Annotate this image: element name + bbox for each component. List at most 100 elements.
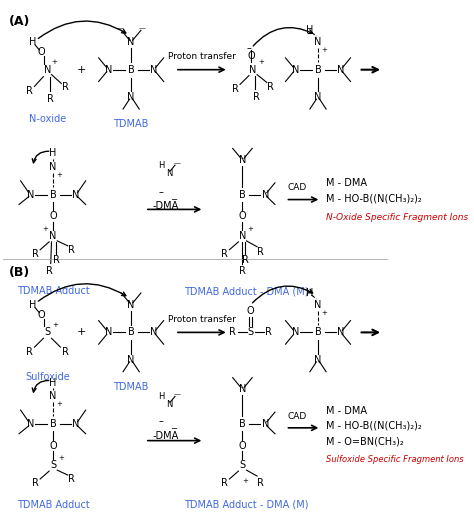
Text: N: N bbox=[105, 327, 112, 338]
Text: R: R bbox=[229, 327, 236, 338]
Text: —: — bbox=[139, 25, 146, 31]
Text: +: + bbox=[243, 478, 249, 484]
Text: Sulfoxide Specific Fragment Ions: Sulfoxide Specific Fragment Ions bbox=[326, 455, 464, 464]
Text: O: O bbox=[238, 211, 246, 221]
Text: TDMAB Adduct - DMA (M): TDMAB Adduct - DMA (M) bbox=[184, 500, 309, 509]
Text: Proton transfer: Proton transfer bbox=[168, 315, 236, 324]
Text: N: N bbox=[314, 300, 322, 310]
Text: N: N bbox=[249, 65, 257, 75]
Text: R: R bbox=[253, 92, 260, 102]
Text: R: R bbox=[53, 254, 60, 265]
Text: N: N bbox=[337, 65, 345, 75]
Text: +: + bbox=[57, 401, 63, 407]
Text: —: — bbox=[174, 160, 181, 166]
Text: N: N bbox=[49, 391, 57, 401]
Text: R: R bbox=[257, 478, 264, 488]
Text: N: N bbox=[27, 190, 34, 200]
Text: O: O bbox=[37, 310, 45, 320]
Text: N: N bbox=[128, 37, 135, 47]
Text: H: H bbox=[158, 392, 164, 401]
Text: O: O bbox=[49, 211, 57, 221]
Text: M - HO-B((N(CH₃)₂)₂: M - HO-B((N(CH₃)₂)₂ bbox=[326, 421, 422, 431]
Text: B: B bbox=[315, 327, 321, 338]
Text: M - O=BN(CH₃)₂: M - O=BN(CH₃)₂ bbox=[326, 437, 404, 447]
Text: N: N bbox=[128, 92, 135, 102]
Text: M - DMA: M - DMA bbox=[326, 406, 367, 416]
Text: N: N bbox=[239, 231, 246, 241]
Text: R: R bbox=[26, 86, 33, 96]
Text: R: R bbox=[267, 83, 274, 92]
Text: S: S bbox=[239, 460, 246, 470]
Text: M - DMA: M - DMA bbox=[326, 178, 367, 188]
Text: R: R bbox=[232, 84, 238, 94]
Text: N: N bbox=[292, 327, 299, 338]
Text: H: H bbox=[306, 25, 314, 35]
Text: TDMAB Adduct: TDMAB Adduct bbox=[17, 500, 90, 509]
Text: −: − bbox=[170, 424, 177, 433]
Text: +: + bbox=[247, 226, 254, 232]
Text: N-oxide: N-oxide bbox=[29, 114, 66, 124]
Text: —: — bbox=[174, 391, 181, 398]
Text: TDMAB Adduct: TDMAB Adduct bbox=[17, 286, 90, 296]
Text: N: N bbox=[314, 355, 322, 365]
Text: O: O bbox=[37, 47, 45, 57]
Text: -DMA: -DMA bbox=[152, 202, 178, 211]
Text: R: R bbox=[221, 249, 228, 259]
Text: N: N bbox=[314, 37, 322, 47]
Text: N: N bbox=[262, 190, 269, 200]
Text: H: H bbox=[49, 148, 57, 159]
Text: CAD: CAD bbox=[287, 183, 307, 192]
Text: CAD: CAD bbox=[287, 411, 307, 421]
Text: O: O bbox=[49, 441, 57, 450]
Text: N: N bbox=[262, 419, 269, 429]
Text: N: N bbox=[314, 92, 322, 102]
Text: −: − bbox=[170, 195, 177, 204]
Text: R: R bbox=[32, 478, 39, 488]
Text: N: N bbox=[239, 384, 246, 394]
Text: R: R bbox=[46, 266, 54, 277]
Text: R: R bbox=[62, 347, 69, 357]
Text: R: R bbox=[221, 478, 228, 488]
Text: –: – bbox=[246, 43, 251, 53]
Text: -DMA: -DMA bbox=[152, 431, 178, 441]
Text: N: N bbox=[150, 327, 157, 338]
Text: N: N bbox=[27, 419, 34, 429]
Text: B: B bbox=[50, 190, 56, 200]
Text: B: B bbox=[239, 190, 246, 200]
Text: S: S bbox=[50, 460, 56, 470]
Text: N: N bbox=[44, 65, 51, 75]
Text: R: R bbox=[265, 327, 272, 338]
Text: N: N bbox=[105, 65, 112, 75]
Text: O: O bbox=[238, 441, 246, 450]
Text: +: + bbox=[77, 327, 86, 338]
Text: H: H bbox=[158, 161, 164, 170]
Text: B: B bbox=[239, 419, 246, 429]
Text: B: B bbox=[50, 419, 56, 429]
Text: S: S bbox=[247, 327, 254, 338]
Text: R: R bbox=[239, 266, 246, 277]
Text: TDMAB Adduct - DMA (M): TDMAB Adduct - DMA (M) bbox=[184, 286, 309, 296]
Text: R: R bbox=[68, 245, 74, 255]
Text: O: O bbox=[247, 306, 255, 315]
Text: H: H bbox=[29, 37, 36, 47]
Text: N: N bbox=[337, 327, 345, 338]
Text: R: R bbox=[26, 347, 33, 357]
Text: R: R bbox=[242, 254, 249, 265]
Text: M - HO-B((N(CH₃)₂)₂: M - HO-B((N(CH₃)₂)₂ bbox=[326, 193, 422, 204]
Text: —: — bbox=[116, 25, 123, 31]
Text: +: + bbox=[321, 310, 328, 315]
Text: H: H bbox=[49, 378, 57, 388]
Text: +: + bbox=[51, 59, 57, 65]
Text: –: – bbox=[159, 187, 164, 196]
Text: B: B bbox=[128, 65, 135, 75]
Text: (B): (B) bbox=[9, 266, 30, 280]
Text: R: R bbox=[257, 247, 264, 256]
Text: N-Oxide Specific Fragment Ions: N-Oxide Specific Fragment Ions bbox=[326, 213, 468, 222]
Text: –: – bbox=[159, 416, 164, 426]
Text: N: N bbox=[128, 300, 135, 310]
Text: H: H bbox=[29, 300, 36, 310]
Text: S: S bbox=[45, 327, 51, 338]
Text: N: N bbox=[72, 419, 80, 429]
Text: N: N bbox=[72, 190, 80, 200]
Text: +: + bbox=[52, 322, 58, 327]
